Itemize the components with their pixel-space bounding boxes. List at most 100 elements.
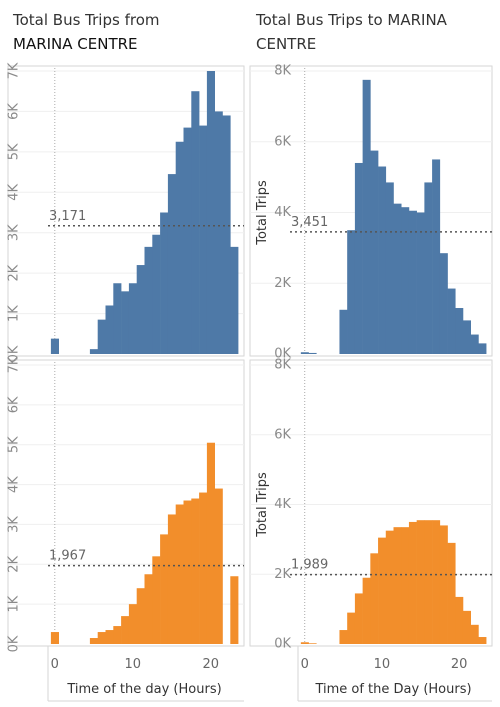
bar-from-bottom-19 [199,492,208,644]
bar-from-bottom-20 [206,442,215,644]
bar-to-top-6 [347,230,356,354]
bar-from-top-6 [97,319,106,354]
bar-to-bottom-7 [354,593,363,644]
y-tick-label-from-bottom-1: 1K [7,595,22,612]
bar-from-top-18 [191,91,200,354]
bar-to-top-17 [432,159,441,354]
y-tick-label-from-bottom-6: 6K [7,396,22,413]
y-tick-label-from-top-5: 5K [7,143,22,160]
x-tick-label-to-bottom-20: 20 [451,657,468,672]
bar-to-bottom-14 [408,521,417,644]
x-axis-title-from-bottom: Time of the day (Hours) [66,682,221,697]
bar-to-top-16 [424,182,433,354]
bar-to-top-7 [354,162,363,354]
y-tick-label-to-top-1: 2K [274,276,291,291]
x-tick-label-to-bottom-0: 0 [301,657,309,672]
reference-label-from-top: 3,171 [49,209,86,224]
y-tick-label-to-bottom-2: 4K [274,497,291,512]
bar-from-top-23 [230,246,239,354]
y-tick-label-from-top-4: 4K [7,183,22,200]
title-to-line1: Total Bus Trips to MARINA [256,11,447,29]
bar-to-top-22 [470,334,479,354]
bar-to-top-20 [455,308,464,354]
bar-to-top-13 [401,207,410,354]
panel-frame-from-bottom [7,359,245,647]
panel-frame-to-bottom [249,359,493,647]
bar-from-top-12 [144,246,153,354]
bar-from-top-20 [206,71,215,354]
bar-from-bottom-9 [121,616,130,644]
bar-to-bottom-15 [416,520,425,644]
bar-from-bottom-8 [113,626,122,644]
bar-from-top-8 [113,283,122,354]
bar-from-top-14 [160,212,169,354]
x-tick-label-to-bottom-10: 10 [374,657,391,672]
reference-label-from-bottom: 1,967 [49,549,86,564]
bar-from-top-10 [128,283,137,354]
bar-from-top-9 [121,291,130,354]
y-tick-label-to-bottom-0: 0K [274,637,291,652]
bar-to-bottom-5 [339,630,348,644]
bar-to-top-19 [447,288,456,354]
bar-from-top-19 [199,125,208,354]
bar-from-top-7 [105,305,114,354]
bar-to-top-10 [378,166,387,354]
y-tick-label-to-top-4: 8K [274,64,291,79]
bar-to-bottom-19 [447,542,456,644]
y-tick-label-from-bottom-7: 7K [7,356,22,373]
bar-to-bottom-9 [370,553,379,644]
bar-from-bottom-18 [191,498,200,644]
y-tick-label-to-bottom-1: 2K [274,567,291,582]
bar-from-bottom-5 [89,638,98,644]
bar-from-bottom-12 [144,574,153,644]
bar-from-top-17 [183,127,192,354]
bar-from-top-16 [175,141,184,354]
reference-label-to-top: 3,451 [291,215,328,230]
bar-from-bottom-14 [160,534,169,644]
bar-to-bottom-10 [378,537,387,644]
bar-to-bottom-0 [300,642,309,644]
y-tick-label-from-top-2: 2K [7,264,22,281]
bar-to-bottom-16 [424,520,433,644]
bar-to-bottom-17 [432,520,441,644]
y-tick-label-from-bottom-0: 0K [7,635,22,652]
x-tick-label-from-bottom-20: 20 [203,657,220,672]
y-tick-label-to-top-0: 0K [274,347,291,362]
bar-to-bottom-20 [455,596,464,644]
bar-from-bottom-0 [50,632,59,644]
bar-from-bottom-11 [136,588,145,644]
y-axis-title-to-top: Total Trips [255,180,270,246]
bar-to-top-5 [339,309,348,354]
y-tick-label-to-bottom-4: 8K [274,358,291,373]
bar-to-top-18 [439,253,448,354]
reference-label-to-bottom: 1,989 [291,558,328,573]
bar-from-top-15 [167,174,176,354]
y-tick-label-from-top-3: 3K [7,224,22,241]
bar-to-bottom-22 [470,624,479,644]
panel-frame-to-top [249,65,493,357]
bar-to-bottom-13 [401,527,410,644]
bar-to-top-9 [370,150,379,354]
bar-from-top-13 [152,234,161,354]
bar-from-top-21 [214,111,223,354]
bar-to-top-15 [416,212,425,354]
y-tick-label-from-bottom-3: 3K [7,516,22,533]
bar-from-bottom-6 [97,632,106,644]
bar-to-bottom-11 [385,530,394,644]
title-from-line1: Total Bus Trips from [13,11,160,29]
y-tick-label-to-top-2: 4K [274,205,291,220]
bar-to-bottom-18 [439,525,448,644]
bar-from-top-0 [50,338,59,354]
x-tick-label-from-bottom-10: 10 [125,657,142,672]
panel-frame-from-top [7,65,245,357]
y-tick-label-from-top-6: 6K [7,103,22,120]
y-tick-label-from-bottom-2: 2K [7,555,22,572]
bar-to-top-1 [308,352,317,354]
y-axis-title-to-bottom: Total Trips [255,472,270,538]
title-to-line2: CENTRE [256,35,317,53]
bar-to-bottom-23 [478,637,487,644]
bar-from-bottom-17 [183,500,192,644]
title-from-line2: MARINA CENTRE [13,35,138,53]
chart-title-to: Total Bus Trips to MARINA CENTRE [256,8,447,56]
